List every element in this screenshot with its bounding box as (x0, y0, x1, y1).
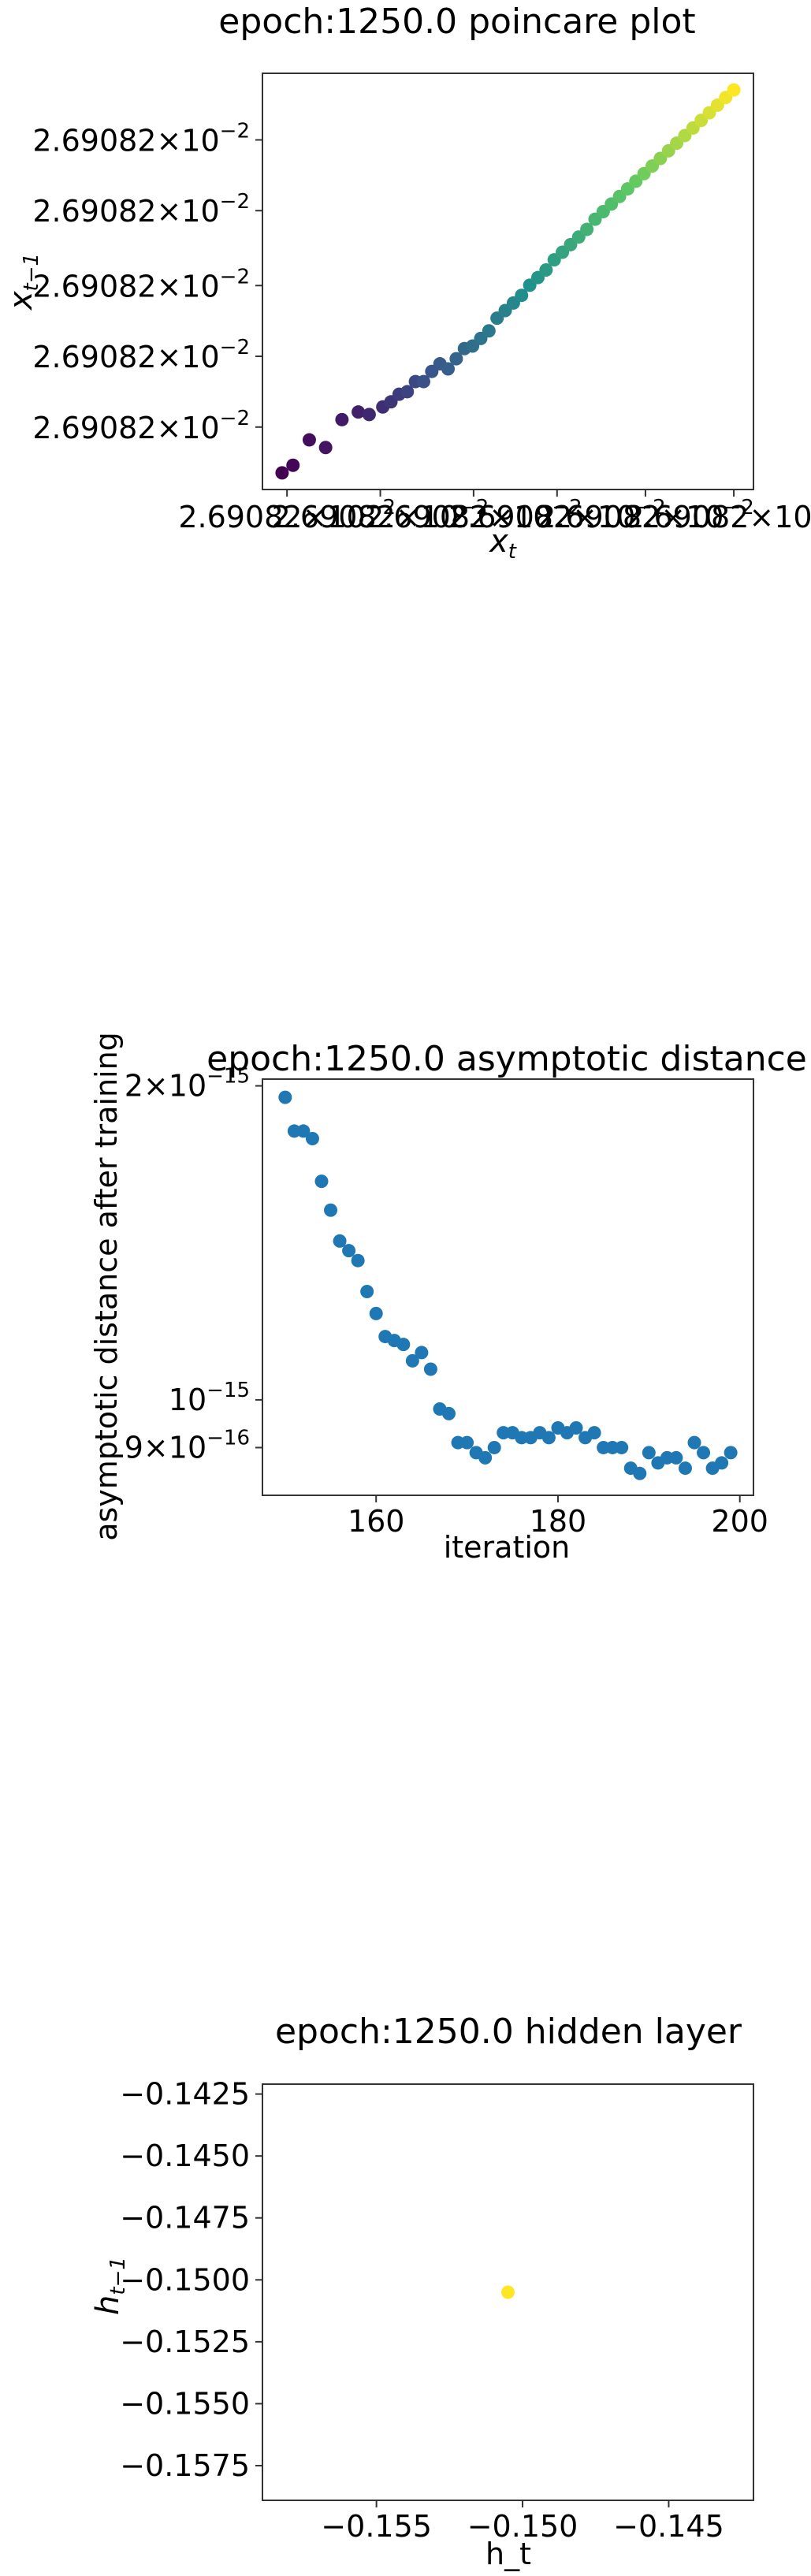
asymptotic-point (724, 1446, 738, 1460)
asymptotic-point (415, 1346, 429, 1360)
poincare-point (580, 222, 594, 236)
x-tick-label: 2.69082×10−2 (272, 496, 489, 534)
x-tick-label: −0.150 (467, 2509, 578, 2544)
asymptotic-x-ticks: 160 180 200 (348, 1495, 768, 1539)
poincare-plot-panel: epoch:1250.0 poincare plot 2.69082×10−22… (3, 2, 811, 564)
hidden-layer-y-axis-label: ht−1 (90, 2257, 130, 2315)
poincare-plot-title: epoch:1250.0 poincare plot (218, 2, 695, 42)
hidden-layer-title: epoch:1250.0 hidden layer (275, 2012, 742, 2052)
x-tick-label: −0.155 (321, 2509, 432, 2544)
asymptotic-x-axis-label: iteration (444, 1530, 571, 1565)
poincare-point (727, 83, 741, 97)
asymptotic-point (669, 1450, 683, 1465)
poincare-point (515, 288, 529, 303)
asymptotic-point (715, 1456, 729, 1470)
asymptotic-point (396, 1338, 411, 1352)
asymptotic-point (442, 1406, 456, 1420)
asymptotic-point (360, 1285, 374, 1299)
asymptotic-point (541, 1431, 556, 1445)
poincare-point (352, 405, 366, 419)
poincare-point (482, 324, 496, 338)
x-tick-label: 2.69082×10−2 (365, 496, 582, 534)
y-tick-label: −0.1450 (120, 2139, 250, 2173)
x-tick-label: 2.69082×10−2 (448, 496, 666, 534)
x-tick-label: 200 (711, 1504, 768, 1539)
x-tick-label: 2.69082×10−2 (537, 496, 754, 534)
poincare-y-axis-label: xt−1 (3, 253, 43, 311)
asymptotic-point (324, 1203, 338, 1217)
asymptotic-distance-title: epoch:1250.0 asymptotic distance (206, 1039, 807, 1079)
asymptotic-point (633, 1466, 647, 1480)
y-tick-label: 2.69082×10−2 (32, 190, 250, 229)
asymptotic-points (278, 1090, 738, 1480)
asymptotic-point (278, 1090, 292, 1104)
x-tick-label: 2.69082×10−2 (625, 496, 811, 534)
hidden-layer-x-axis-label: h_t (485, 2537, 531, 2571)
asymptotic-point (305, 1132, 319, 1146)
y-tick-label: 2.69082×10−2 (32, 407, 250, 445)
asymptotic-point (615, 1440, 629, 1454)
asymptotic-y-ticks: 2×10−15 10−15 9×10−16 (125, 1065, 262, 1465)
y-tick-label: −0.1475 (120, 2201, 250, 2235)
asymptotic-point (423, 1362, 437, 1376)
asymptotic-point (342, 1244, 356, 1258)
asymptotic-point (697, 1446, 711, 1460)
x-tick-label: −0.145 (613, 2509, 724, 2544)
poincare-point (275, 466, 289, 480)
asymptotic-y-axis-label: asymptotic distance after training (89, 1032, 124, 1541)
y-tick-label: −0.1525 (120, 2325, 250, 2359)
x-tick-label: 160 (348, 1504, 405, 1539)
poincare-plot-axes-frame (262, 73, 754, 490)
asymptotic-point (460, 1435, 474, 1450)
y-tick-label: 2.69082×10−2 (32, 336, 250, 374)
hidden-layer-panel: epoch:1250.0 hidden layer −0.1425 −0.1450… (90, 2012, 754, 2571)
poincare-point (362, 408, 376, 422)
asymptotic-point (333, 1234, 347, 1248)
asymptotic-point (587, 1426, 601, 1440)
y-tick-label: 9×10−16 (125, 1426, 250, 1465)
poincare-point (539, 263, 553, 277)
poincare-y-ticks: 2.69082×10−2 2.69082×10−2 2.69082×10−2 2.69… (32, 119, 262, 445)
hidden-layer-y-ticks: −0.1425 −0.1450 −0.1475 −0.1500 −0.1525 −0.15… (120, 2077, 262, 2483)
poincare-point (335, 412, 349, 426)
poincare-points (275, 83, 741, 480)
hidden-layer-point (501, 2285, 515, 2299)
asymptotic-point (478, 1450, 493, 1465)
asymptotic-distance-panel: epoch:1250.0 asymptotic distance 2×10−15… (89, 1032, 807, 1565)
hidden-layer-axes-frame (262, 2083, 754, 2501)
asymptotic-point (296, 1124, 311, 1138)
x-tick-label: 2.69082×10−2 (178, 496, 396, 534)
poincare-point (286, 458, 300, 472)
y-tick-label: −0.1500 (120, 2262, 250, 2297)
poincare-point (441, 362, 456, 376)
poincare-point (302, 433, 316, 447)
y-tick-label: −0.1550 (120, 2386, 250, 2421)
poincare-point (416, 374, 430, 389)
poincare-point (400, 385, 415, 399)
asymptotic-distance-axes-frame (262, 1078, 754, 1496)
hidden-layer-points (501, 2285, 515, 2299)
hidden-layer-x-ticks: −0.155 −0.150 −0.145 (321, 2500, 724, 2544)
y-tick-label: −0.1425 (120, 2077, 250, 2112)
asymptotic-point (351, 1253, 365, 1268)
y-tick-label: −0.1575 (120, 2448, 250, 2483)
asymptotic-point (405, 1353, 419, 1368)
asymptotic-point (678, 1461, 692, 1476)
asymptotic-point (642, 1446, 656, 1460)
asymptotic-point (369, 1306, 383, 1320)
x-tick-label: 180 (530, 1504, 587, 1539)
asymptotic-point (569, 1420, 583, 1435)
poincare-x-ticks: 2.69082×10−22.69082×10−22.69082×10−22.69… (178, 490, 811, 534)
poincare-point (449, 352, 463, 366)
y-tick-label: 2.69082×10−2 (32, 265, 250, 303)
asymptotic-point (487, 1440, 501, 1454)
y-tick-label: 2×10−15 (125, 1065, 250, 1104)
y-tick-label: 10−15 (169, 1379, 250, 1417)
y-tick-label: 2.69082×10−2 (32, 119, 250, 158)
poincare-point (318, 441, 333, 455)
asymptotic-point (314, 1174, 329, 1189)
asymptotic-point (687, 1435, 701, 1450)
